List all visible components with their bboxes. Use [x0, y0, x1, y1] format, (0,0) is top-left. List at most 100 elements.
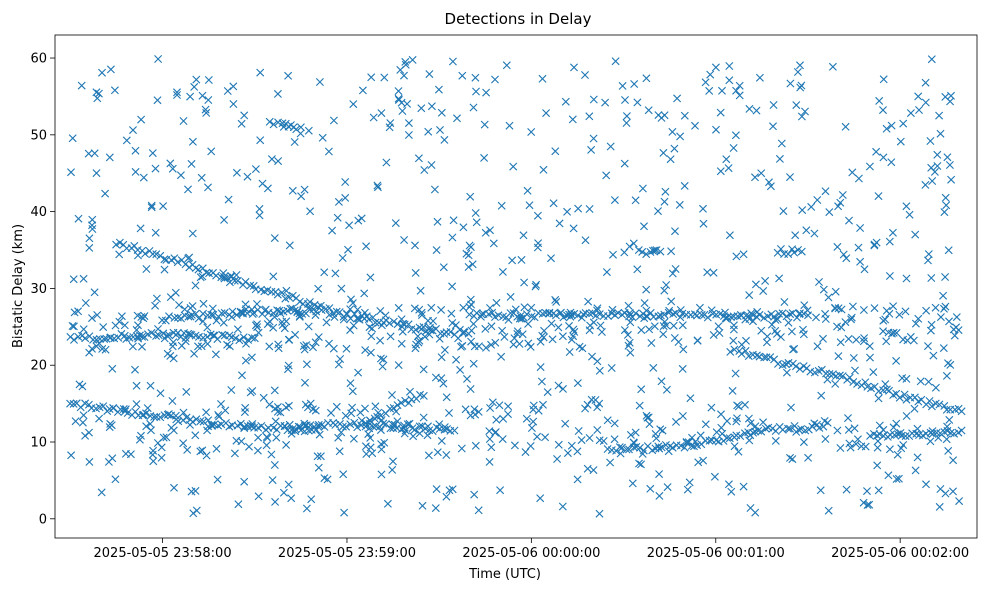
detection-point — [245, 442, 253, 451]
detection-point — [184, 185, 192, 194]
detection-point — [459, 223, 468, 232]
detection-point — [666, 155, 675, 164]
detection-point — [872, 238, 881, 247]
detection-point — [123, 409, 132, 417]
detection-point — [92, 169, 101, 178]
detection-point — [74, 214, 83, 223]
detection-point — [475, 342, 483, 351]
detection-point — [237, 119, 246, 128]
detection-point — [831, 287, 840, 296]
detection-point — [93, 94, 102, 103]
detection-point — [882, 337, 891, 346]
detection-point — [902, 412, 911, 420]
detection-point — [889, 302, 898, 311]
detection-point — [263, 433, 272, 442]
detection-point — [941, 193, 950, 202]
detection-point — [194, 342, 202, 351]
detection-point — [902, 202, 911, 211]
detection-point — [637, 326, 646, 335]
detection-point — [297, 192, 306, 201]
detection-point — [79, 411, 88, 420]
detection-point — [522, 310, 531, 319]
detection-point — [290, 306, 299, 315]
detection-point — [151, 164, 160, 173]
detection-point — [171, 288, 180, 297]
detection-point — [236, 419, 245, 428]
detection-point — [860, 265, 869, 274]
detection-point — [657, 443, 666, 452]
detection-point — [339, 470, 348, 479]
detection-point — [879, 153, 888, 162]
detection-point — [270, 386, 279, 395]
detection-point — [565, 348, 574, 356]
detection-point — [540, 326, 549, 335]
detection-point — [893, 450, 902, 459]
detection-point — [496, 486, 505, 495]
detection-point — [465, 241, 474, 250]
detection-point — [940, 208, 949, 217]
detection-point — [799, 438, 808, 447]
detection-point — [132, 381, 141, 390]
detection-point — [415, 429, 424, 438]
detection-point — [890, 430, 899, 439]
detection-point — [925, 397, 934, 405]
detection-point — [389, 404, 398, 412]
detection-point — [662, 385, 671, 394]
detection-point — [457, 444, 466, 453]
detection-point — [881, 315, 890, 324]
detection-point — [221, 406, 230, 415]
detection-point — [752, 106, 761, 115]
detection-point — [471, 441, 480, 450]
detection-point — [610, 435, 619, 444]
detection-point — [746, 431, 755, 440]
detection-point — [675, 200, 684, 209]
detection-point — [602, 268, 611, 277]
detection-point — [628, 313, 637, 322]
detection-point — [220, 308, 229, 317]
detection-point — [885, 237, 894, 246]
detection-point — [246, 388, 255, 397]
detection-point — [736, 432, 745, 440]
detection-point — [926, 437, 935, 446]
detection-point — [931, 303, 940, 312]
detection-point — [346, 326, 355, 335]
detection-point — [921, 180, 930, 189]
detection-point — [450, 426, 459, 435]
detection-point — [945, 161, 954, 169]
detection-point — [414, 154, 423, 163]
detection-point — [725, 231, 734, 240]
detection-point — [356, 408, 365, 417]
detection-point — [869, 368, 878, 377]
detection-point — [766, 353, 775, 362]
detection-point — [841, 122, 850, 131]
detection-point — [439, 263, 448, 272]
detection-point — [927, 55, 936, 64]
detection-point — [284, 480, 293, 489]
detection-point — [278, 321, 287, 329]
detection-point — [797, 425, 806, 433]
detection-point — [491, 338, 500, 347]
detection-point — [397, 425, 406, 434]
detection-point — [874, 192, 883, 201]
detection-point — [120, 321, 129, 330]
detection-point — [187, 159, 196, 168]
detection-point — [558, 502, 567, 511]
detection-point — [834, 352, 843, 361]
detection-point — [244, 335, 253, 344]
detection-point — [439, 379, 448, 388]
detection-point — [795, 365, 804, 373]
detection-point — [793, 313, 801, 322]
detection-point — [912, 429, 921, 438]
detection-point — [397, 315, 406, 324]
detection-point — [589, 466, 598, 475]
detection-point — [926, 428, 935, 437]
detection-point — [742, 336, 750, 345]
detection-point — [635, 401, 644, 410]
detection-point — [559, 384, 567, 393]
detection-point — [936, 313, 945, 322]
detection-point — [203, 339, 212, 348]
detection-point — [436, 126, 444, 134]
detection-point — [401, 57, 410, 66]
detection-point — [945, 317, 953, 326]
detection-point — [404, 320, 413, 329]
